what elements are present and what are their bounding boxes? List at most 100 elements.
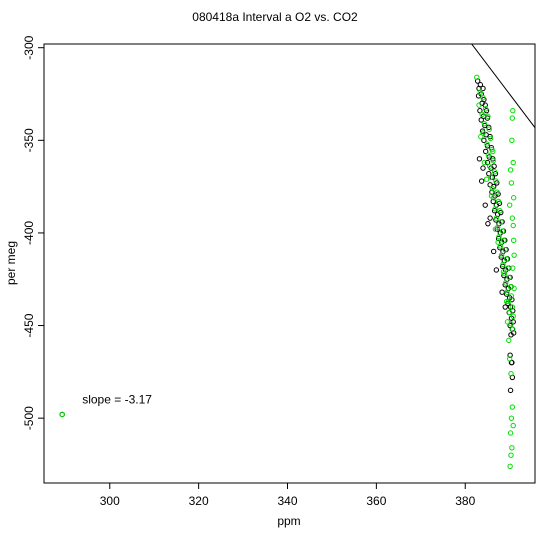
data-point: [509, 304, 516, 310]
data-point: [502, 280, 509, 286]
data-point: [501, 237, 507, 244]
x-axis: 300 320 340 360 380: [100, 483, 476, 508]
data-point: [511, 285, 517, 292]
data-point: [500, 269, 507, 275]
data-point: [508, 415, 515, 421]
y-tick-label: -350: [22, 128, 36, 152]
data-point: [509, 404, 516, 410]
data-point: [507, 387, 514, 394]
data-point: [480, 165, 486, 171]
data-point: [509, 137, 515, 144]
y-tick-label: -450: [22, 313, 36, 337]
x-axis-label: ppm: [277, 514, 300, 528]
data-point: [482, 148, 489, 155]
data-point: [510, 159, 516, 166]
data-point: [492, 226, 499, 232]
data-point: [482, 106, 489, 112]
plot-frame: [43, 43, 536, 484]
data-point: [474, 74, 480, 81]
data-point: [508, 293, 515, 299]
data-point: [507, 352, 513, 358]
data-point: [485, 220, 491, 227]
data-point: [499, 289, 505, 295]
data-point: [493, 267, 500, 273]
data-point: [476, 102, 482, 108]
data-point: [506, 274, 512, 281]
data-point: [488, 193, 495, 199]
data-point: [506, 356, 513, 362]
data-point: [500, 261, 506, 268]
y-tick-label: -300: [22, 35, 36, 59]
data-point: [489, 185, 496, 192]
data-point: [499, 228, 506, 234]
data-point: [490, 148, 496, 155]
data-point: [476, 156, 483, 162]
data-point: [480, 85, 486, 92]
data-point: [505, 298, 512, 305]
data-point: [510, 326, 516, 332]
x-tick-label: 300: [100, 494, 120, 508]
data-point: [508, 371, 514, 377]
data-point: [477, 82, 484, 88]
data-point: [495, 239, 501, 245]
data-point: [494, 189, 500, 195]
data-point: [508, 180, 515, 186]
data-point: [490, 198, 496, 205]
data-point: [478, 133, 484, 140]
data-point: [510, 237, 517, 244]
data-point: [510, 265, 516, 271]
x-tick-label: 360: [366, 494, 386, 508]
data-point: [498, 252, 505, 258]
data-point: [488, 174, 494, 181]
data-point: [485, 113, 491, 119]
data-point: [486, 126, 492, 132]
data-point: [506, 337, 512, 344]
data-point: [510, 222, 516, 229]
data-point: [508, 452, 514, 458]
data-point: [474, 78, 481, 84]
data-point: [485, 152, 492, 158]
data-point: [490, 157, 496, 164]
data-point: [509, 215, 516, 221]
data-point: [507, 463, 513, 470]
data-points: [59, 74, 517, 470]
data-point: [478, 117, 484, 123]
data-point: [490, 248, 497, 255]
data-point: [511, 252, 517, 258]
data-point: [503, 256, 510, 262]
x-tick-label: 320: [189, 494, 209, 508]
data-point: [506, 309, 513, 316]
data-point: [503, 298, 510, 305]
data-point: [478, 178, 485, 184]
data-point: [510, 313, 516, 319]
data-point: [498, 219, 504, 225]
slope-annotation: slope = -3.17: [82, 392, 152, 406]
data-point: [493, 215, 500, 221]
data-point: [510, 195, 517, 201]
data-point: [510, 422, 516, 429]
data-point: [510, 107, 516, 114]
data-point: [489, 189, 495, 195]
y-axis-label: per meg: [4, 241, 18, 285]
y-axis: -300 -350 -400 -450 -500: [22, 35, 44, 430]
data-point: [506, 202, 513, 208]
data-point: [482, 102, 488, 108]
data-point: [483, 176, 490, 182]
data-point: [484, 141, 490, 147]
data-point: [486, 163, 493, 169]
data-point: [482, 202, 488, 208]
y-tick-label: -400: [22, 221, 36, 245]
data-point: [481, 120, 488, 127]
data-point: [507, 430, 514, 436]
x-tick-label: 380: [455, 494, 475, 508]
data-point: [507, 167, 514, 173]
data-point: [510, 330, 517, 336]
data-point: [481, 159, 488, 166]
x-tick-label: 340: [277, 494, 297, 508]
data-point: [491, 169, 498, 175]
data-point: [504, 289, 510, 295]
chart-title: 080418a Interval a O2 vs. CO2: [192, 10, 358, 24]
data-point: [492, 206, 498, 212]
data-point: [502, 246, 508, 253]
data-point: [481, 137, 487, 144]
